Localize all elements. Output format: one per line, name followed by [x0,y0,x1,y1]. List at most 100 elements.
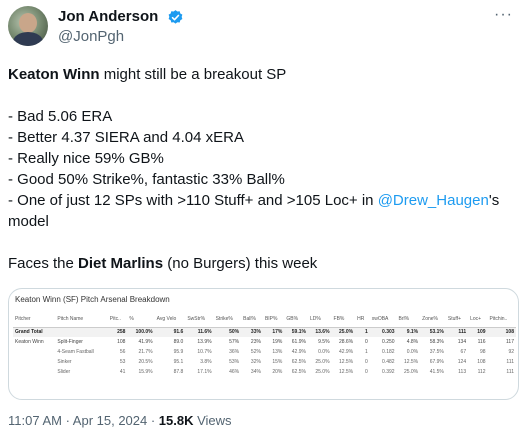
column-header: GB% [284,311,308,328]
table-cell: 0.0% [406,349,419,355]
table-cell: 9.5% [318,339,330,345]
table-cell: 0 [364,369,368,375]
table-cell: 258 [107,327,128,337]
table-row: Grand Total 258 100.0% 91.6 11.6% 50% 33% 17% 59… [13,327,516,337]
column-header: LD% [307,311,332,328]
table-cell: 0.0% [318,349,330,355]
display-name[interactable]: Jon Anderson [58,8,159,25]
table-cell [13,347,55,357]
user-handle[interactable]: @JonPgh [58,28,125,45]
table-cell [13,357,55,367]
table-cell [55,327,108,337]
table-cell: 42.9% [338,349,354,355]
table-cell: 12.5% [403,359,419,365]
column-header: % [127,311,155,328]
table-cell: 91.6 [154,327,186,337]
table-cell: Sinker [57,359,72,365]
column-header: BIP% [262,311,285,328]
tweet-text: Keaton Winn might still be a breakout SP… [8,64,518,274]
table-cell: 1 [364,349,368,355]
column-header: Pitc.. [107,311,128,328]
table-cell: 87.8 [173,369,184,375]
table-cell: 13.9% [197,339,212,345]
column-header: Ball% [241,311,263,328]
column-header: FB% [331,311,356,328]
bullet-line: - Better 4.37 SIERA and 4.04 xERA [8,129,244,146]
table-cell: 98 [479,349,486,355]
table-cell: 3.8% [200,359,212,365]
table-cell: 53.1% [420,327,446,337]
avatar[interactable] [8,6,48,46]
table-cell: 12.5% [338,369,354,375]
column-header: Pitch Name [55,311,108,328]
column-header: HR [355,311,370,328]
table-cell: 57% [229,339,240,345]
table-cell: 1 [355,327,370,337]
table-title: Keaton Winn (SF) Pitch Arsenal Breakdown [15,295,170,304]
table-cell: 46% [229,369,240,375]
table-cell: 134 [457,339,467,345]
table-cell: 10.7% [197,349,212,355]
table-cell: 25.0% [403,369,419,375]
table-cell: 23% [250,339,261,345]
media-image-card[interactable]: Keaton Winn (SF) Pitch Arsenal Breakdown… [8,288,519,400]
table-cell: 112 [477,369,486,375]
table-cell: 116 [477,339,486,345]
table-cell: 89.0 [173,339,184,345]
table-cell: 4.8% [406,339,419,345]
mention-link[interactable]: @Drew_Haugen [377,192,489,209]
table-cell: 53% [229,359,240,365]
table-cell: 25.0% [315,359,330,365]
table-row: Sinker 53 20.5% 95.1 3.8% 53% 32% 15% 62.5% 25.0%… [13,357,516,367]
table-cell: 117 [506,339,514,345]
table-cell: 41.9% [138,339,153,345]
table-cell: 13% [272,349,283,355]
table-cell: Grand Total [13,327,56,337]
table-cell: 111 [445,327,469,337]
table-cell: 20.5% [138,359,153,365]
column-header: Strike% [213,311,242,328]
table-cell: 67.9% [429,359,444,365]
table-cell: 4-Seam Fastball [57,349,94,355]
table-cell: 95.1 [173,359,184,365]
more-options-icon[interactable]: ··· [494,6,513,23]
table-cell: 0 [364,359,368,365]
table-cell: 36% [229,349,240,355]
table-cell: 108 [477,359,486,365]
table-cell: 53 [119,359,126,365]
table-cell: 56 [119,349,126,355]
table-cell: 0.250 [382,339,395,345]
table-cell: 62.5% [291,369,306,375]
table-cell: 13.6% [307,327,332,337]
table-cell: 12.5% [338,359,354,365]
column-header: Loc+ [468,311,488,328]
table-cell: 25.0% [331,327,356,337]
table-cell: 34% [250,369,261,375]
table-cell: 58.3% [429,339,444,345]
table-cell: 21.7% [138,349,153,355]
table-cell [13,367,55,377]
table-cell: Split-Finger [57,339,83,345]
bullet-line: - Really nice 59% GB% [8,150,164,167]
column-header: Zone% [420,311,446,328]
bullet-line: - Good 50% Strike%, fantastic 33% Ball% [8,171,285,188]
table-cell: 0 [364,339,368,345]
table-cell: 59.1% [284,327,308,337]
table-cell: 92 [508,349,514,355]
table-cell: 11.6% [185,327,214,337]
column-header: Pitcher [13,311,56,328]
table-cell: 111 [506,369,514,375]
table-row: Slider 41 15.9% 87.8 17.1% 46% 34% 20% 62.5% 25.0… [13,367,516,377]
pitch-arsenal-table: Pitcher Pitch Name Pitc..% Avg Velo SwStr% St… [13,311,516,377]
table-cell: 33% [241,327,263,337]
table-cell: 61.9% [291,339,306,345]
table-row: 4-Seam Fastball 56 21.7% 95.9 10.7% 36% 52% 13%… [13,347,516,357]
table-cell: 41.5% [429,369,444,375]
table-cell: 50% [213,327,242,337]
table-cell: 0.182 [382,349,395,355]
table-cell: 15.9% [138,369,153,375]
timestamp[interactable]: 11:07 AM · Apr 15, 2024 · [8,413,159,428]
table-cell: 37.5% [429,349,444,355]
table-cell: 20% [272,369,283,375]
table-cell: 124 [457,359,467,365]
